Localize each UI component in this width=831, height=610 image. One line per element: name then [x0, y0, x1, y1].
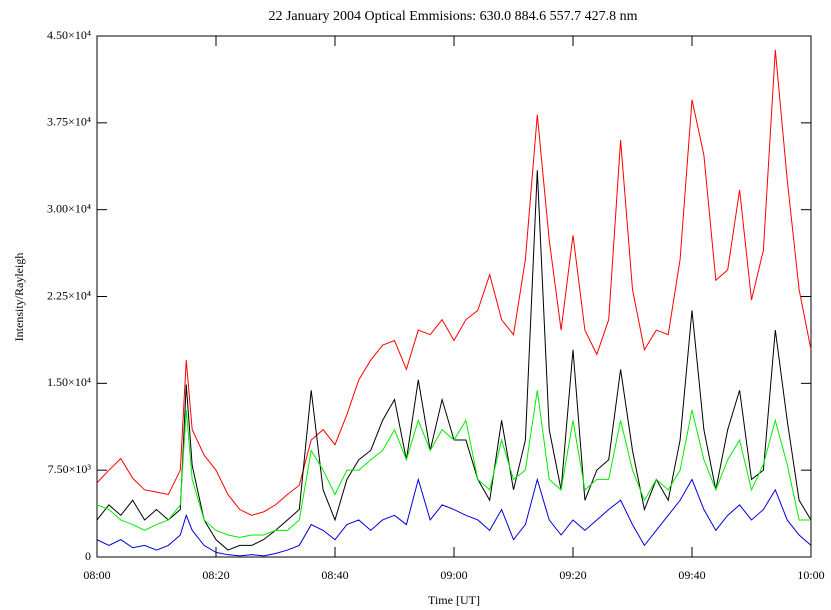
series-line [96, 477, 812, 557]
y-tick-label: 4.50×10⁴ [47, 28, 91, 42]
series-line [96, 49, 812, 516]
x-tick-label: 09:00 [440, 568, 467, 582]
y-tick-label: 0 [85, 549, 91, 563]
y-tick-label: 3.75×10⁴ [47, 115, 91, 129]
plot-frame [96, 35, 812, 558]
y-tick-label: 2.25×10⁴ [47, 288, 91, 302]
x-tick-label: 09:20 [559, 568, 586, 582]
x-tick-label: 08:00 [83, 568, 110, 582]
y-tick-label: 1.50×10⁴ [47, 375, 91, 389]
y-axis-label: Intensity/Rayleigh [12, 253, 26, 342]
x-tick-label: 08:20 [202, 568, 229, 582]
series-line [96, 170, 812, 551]
series-line [96, 390, 811, 538]
y-tick-label: 7.50×10³ [48, 462, 92, 476]
x-tick-label: 09:40 [678, 568, 705, 582]
x-tick-label: 10:00 [797, 568, 824, 582]
y-tick-label: 3.00×10⁴ [47, 201, 91, 215]
x-axis-label: Time [UT] [428, 593, 480, 607]
x-tick-label: 08:40 [321, 568, 348, 582]
chart-title: 22 January 2004 Optical Emmisions: 630.0… [268, 9, 637, 24]
